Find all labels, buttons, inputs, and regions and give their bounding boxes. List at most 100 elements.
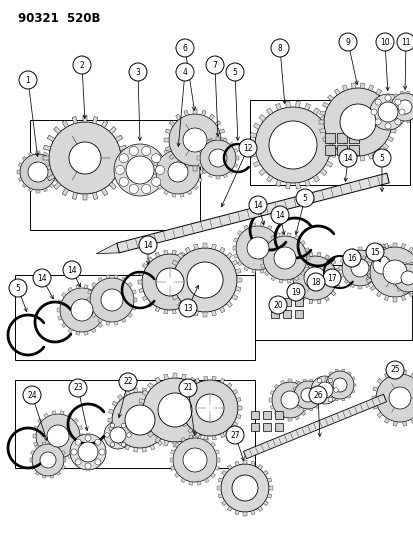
Polygon shape [142, 296, 147, 301]
Circle shape [292, 256, 336, 300]
Polygon shape [319, 111, 325, 116]
Polygon shape [108, 426, 113, 431]
Polygon shape [243, 394, 386, 459]
Circle shape [316, 397, 321, 402]
Text: 5: 5 [302, 193, 307, 203]
Polygon shape [301, 411, 305, 416]
Polygon shape [381, 95, 387, 101]
Polygon shape [316, 300, 320, 304]
Polygon shape [197, 156, 199, 159]
Polygon shape [43, 156, 49, 160]
Polygon shape [347, 395, 350, 399]
Polygon shape [221, 139, 225, 142]
Polygon shape [201, 390, 207, 395]
Polygon shape [334, 369, 337, 372]
Polygon shape [147, 257, 152, 262]
Polygon shape [180, 252, 184, 257]
Polygon shape [28, 152, 33, 156]
Polygon shape [114, 321, 118, 325]
Text: 25: 25 [389, 366, 399, 375]
Polygon shape [166, 426, 171, 431]
Circle shape [28, 162, 48, 182]
Text: 11: 11 [400, 37, 410, 46]
Polygon shape [209, 114, 214, 120]
Bar [324, 133, 334, 143]
Polygon shape [54, 163, 57, 167]
Polygon shape [187, 257, 192, 262]
Polygon shape [47, 174, 55, 181]
Polygon shape [232, 389, 237, 394]
Polygon shape [155, 307, 159, 312]
Polygon shape [192, 263, 197, 268]
Polygon shape [42, 475, 46, 478]
Polygon shape [306, 256, 310, 260]
Bar [271, 310, 278, 318]
Polygon shape [353, 384, 355, 386]
Polygon shape [211, 310, 216, 316]
Polygon shape [169, 120, 175, 126]
Polygon shape [333, 89, 339, 95]
Polygon shape [383, 295, 388, 301]
Polygon shape [43, 145, 50, 150]
Polygon shape [287, 233, 290, 237]
Circle shape [178, 299, 197, 317]
Polygon shape [315, 405, 318, 408]
Circle shape [374, 99, 380, 105]
Polygon shape [210, 442, 215, 447]
Polygon shape [295, 380, 299, 384]
Polygon shape [369, 253, 375, 259]
Polygon shape [162, 434, 168, 439]
Polygon shape [295, 182, 299, 189]
Polygon shape [221, 471, 226, 475]
Circle shape [306, 273, 324, 291]
Polygon shape [330, 291, 335, 296]
Circle shape [372, 149, 390, 167]
Circle shape [369, 94, 405, 130]
Polygon shape [97, 323, 102, 328]
Polygon shape [195, 378, 199, 383]
Polygon shape [97, 318, 102, 323]
Bar [348, 145, 358, 155]
Polygon shape [193, 244, 198, 249]
Polygon shape [391, 277, 393, 279]
Circle shape [293, 381, 321, 409]
Circle shape [375, 33, 393, 51]
Polygon shape [119, 166, 126, 171]
Circle shape [322, 269, 340, 287]
Polygon shape [165, 129, 171, 134]
Polygon shape [80, 434, 83, 438]
Polygon shape [263, 471, 268, 475]
Polygon shape [232, 246, 235, 250]
Text: 21: 21 [183, 384, 192, 392]
Polygon shape [251, 269, 255, 273]
Circle shape [115, 165, 124, 175]
Polygon shape [68, 287, 72, 292]
Polygon shape [212, 376, 216, 381]
Polygon shape [232, 422, 237, 427]
Polygon shape [288, 418, 291, 421]
Polygon shape [172, 250, 176, 255]
Circle shape [168, 162, 188, 182]
Circle shape [95, 439, 101, 445]
Polygon shape [372, 281, 376, 285]
Text: 5: 5 [16, 284, 20, 293]
Circle shape [370, 109, 376, 115]
Polygon shape [322, 102, 328, 108]
Text: 7: 7 [212, 61, 217, 69]
Polygon shape [78, 426, 82, 430]
Polygon shape [104, 308, 107, 312]
Polygon shape [193, 155, 198, 159]
Polygon shape [115, 174, 122, 181]
Polygon shape [294, 276, 299, 281]
Polygon shape [342, 85, 347, 91]
Polygon shape [147, 302, 152, 307]
Polygon shape [62, 465, 65, 470]
Polygon shape [319, 168, 326, 175]
Circle shape [112, 392, 168, 448]
Circle shape [333, 387, 337, 392]
Polygon shape [215, 120, 220, 126]
Polygon shape [62, 450, 65, 455]
Polygon shape [139, 288, 143, 293]
Text: 9: 9 [345, 37, 349, 46]
Polygon shape [197, 435, 201, 439]
